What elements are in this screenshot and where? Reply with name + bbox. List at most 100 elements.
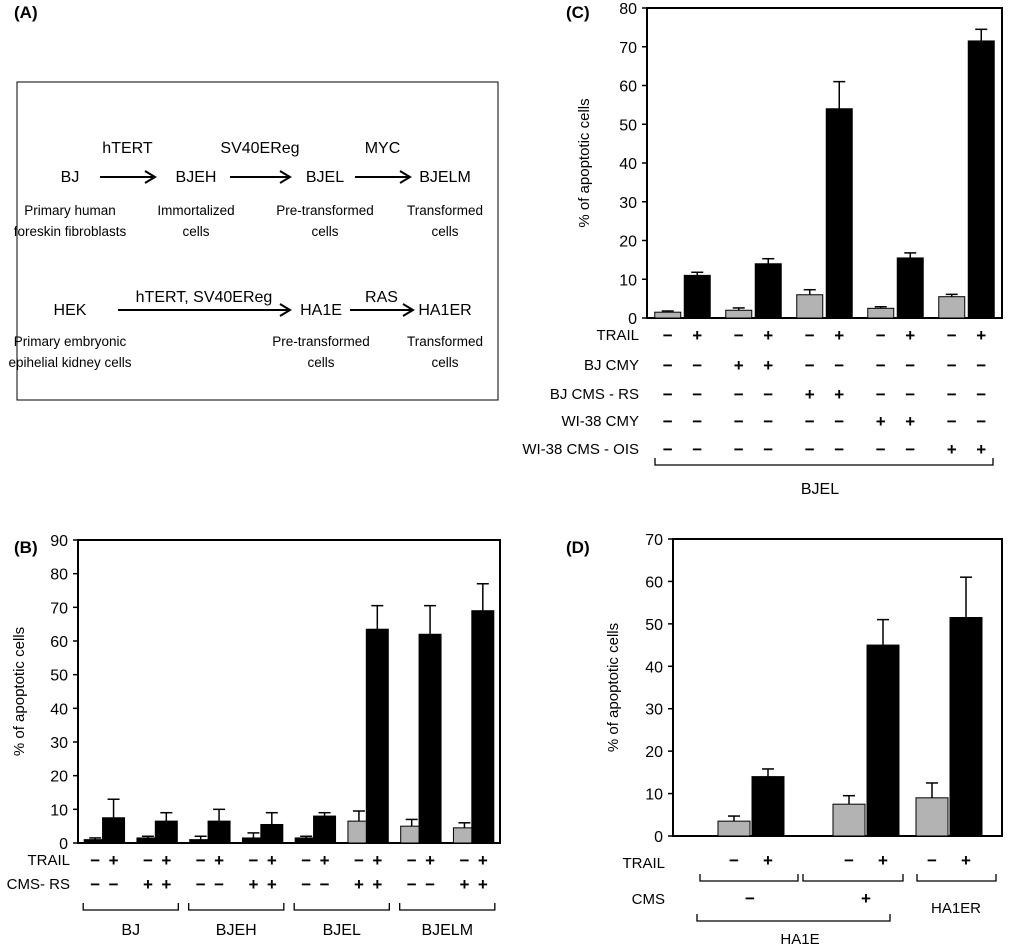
panel-c-sign: − bbox=[805, 412, 815, 431]
panel-c-ytick-label: 40 bbox=[619, 156, 637, 173]
desc-row1-1-line2: cells bbox=[182, 224, 209, 239]
panel-b-plot-frame bbox=[77, 539, 501, 844]
panel-c-sign: − bbox=[663, 326, 673, 345]
panel-b-sign: + bbox=[267, 851, 277, 870]
panel-c-bar bbox=[825, 108, 853, 319]
desc-row2-2-line1: Transformed bbox=[407, 334, 483, 349]
panel-b-sign: − bbox=[301, 875, 311, 894]
panel-c-sign: − bbox=[905, 356, 915, 375]
panel-c-bar bbox=[967, 40, 995, 319]
panel-b-bar bbox=[471, 610, 495, 844]
panel-b-group-label: BJEH bbox=[216, 922, 257, 939]
panel-b-group-bracket bbox=[293, 903, 390, 911]
panel-c-bar bbox=[683, 274, 711, 319]
panel-c-sign: − bbox=[876, 440, 886, 459]
panel-b-ytick-label: 40 bbox=[50, 701, 68, 718]
panel-b-group-bracket bbox=[188, 903, 285, 911]
panel-c-sign: − bbox=[947, 356, 957, 375]
panel-b-cond-label: CMS- RS bbox=[7, 876, 70, 893]
panel-c-group-label: BJEL bbox=[801, 481, 839, 498]
panel-d-sign: + bbox=[961, 851, 971, 870]
panel-c-sign: − bbox=[692, 385, 702, 404]
panel-b-sign: − bbox=[214, 875, 224, 894]
panel-c-sign: − bbox=[876, 356, 886, 375]
panel-c-sign: − bbox=[763, 440, 773, 459]
panel-c-cond-label: BJ CMY bbox=[584, 357, 639, 374]
panel-b-ytick-label: 80 bbox=[50, 567, 68, 584]
arrow-2-head bbox=[279, 170, 292, 184]
panel-d-bar bbox=[866, 644, 900, 837]
panel-c-ytick-label: 80 bbox=[619, 1, 637, 18]
arrow-label-htert: hTERT bbox=[102, 140, 153, 157]
panel-d-ytick-label: 20 bbox=[645, 744, 663, 761]
arrow-r2-2-head bbox=[402, 303, 415, 317]
desc-row1-3-line2: cells bbox=[431, 224, 458, 239]
node-ha1e: HA1E bbox=[300, 302, 342, 319]
panel-d-cms-sign: + bbox=[861, 889, 871, 908]
panel-c-sign: + bbox=[763, 326, 773, 345]
panel-b-ytick-label: 20 bbox=[50, 769, 68, 786]
panel-d-cms-sign: − bbox=[745, 889, 755, 908]
panel-c-cond-label: WI-38 CMY bbox=[561, 413, 639, 430]
panel-a-box bbox=[16, 81, 499, 401]
panel-c-sign: + bbox=[976, 326, 986, 345]
panel-c-ytick-label: 50 bbox=[619, 117, 637, 134]
node-bj: BJ bbox=[61, 169, 80, 186]
desc-row1-1-line1: Immortalized bbox=[157, 203, 234, 218]
panel-b-group-bracket bbox=[82, 903, 179, 911]
desc-row1-2-line1: Pre-transformed bbox=[276, 203, 374, 218]
panel-b-group-label: BJ bbox=[121, 922, 140, 939]
panel-c-bar bbox=[754, 263, 782, 319]
panel-c-sign: − bbox=[976, 412, 986, 431]
panel-d-ytick-label: 40 bbox=[645, 659, 663, 676]
panel-b-ytick-label: 0 bbox=[59, 836, 68, 853]
desc-row2-0-line2: epihelial kidney cells bbox=[8, 355, 131, 370]
panel-b-bar bbox=[313, 815, 337, 844]
desc-row1-3-line1: Transformed bbox=[407, 203, 483, 218]
panel-c-chart: 0 10 20 30 40 50 60 70 80 % of apoptotic cells TRA… bbox=[522, 1, 1003, 498]
panel-b-sign: + bbox=[354, 875, 364, 894]
arrow-3-head bbox=[399, 170, 412, 184]
node-bjel: BJEL bbox=[306, 169, 344, 186]
panel-c-bar bbox=[725, 309, 753, 319]
panel-c-sign: − bbox=[947, 385, 957, 404]
panel-b-sign: + bbox=[161, 875, 171, 894]
panel-b-group-label: BJEL bbox=[323, 922, 361, 939]
panel-b-sign: + bbox=[214, 851, 224, 870]
node-hek: HEK bbox=[54, 302, 87, 319]
panel-b-ytick-label: 70 bbox=[50, 600, 68, 617]
panel-c-sign: + bbox=[734, 356, 744, 375]
panel-c-sign: − bbox=[805, 356, 815, 375]
panel-b-bar bbox=[207, 820, 231, 844]
panel-c-sign: − bbox=[905, 440, 915, 459]
panel-b-ytick-label: 30 bbox=[50, 735, 68, 752]
panel-d-ytick-label: 0 bbox=[654, 829, 663, 846]
panel-d-sign: − bbox=[927, 851, 937, 870]
panel-b-sign: − bbox=[196, 875, 206, 894]
panel-b-sign: + bbox=[372, 875, 382, 894]
panel-c-sign: − bbox=[692, 412, 702, 431]
panel-d-bar bbox=[832, 803, 866, 837]
panel-b-label: (B) bbox=[14, 538, 38, 557]
panel-b-chart: 0 10 20 30 40 50 60 70 80 90 % of apoptotic cells T… bbox=[7, 533, 501, 939]
panel-a-label: (A) bbox=[14, 3, 38, 22]
panel-b-sign: − bbox=[90, 875, 100, 894]
desc-row2-1-line1: Pre-transformed bbox=[272, 334, 370, 349]
panel-d-bar bbox=[915, 797, 949, 837]
panel-c-sign: − bbox=[876, 385, 886, 404]
panel-b-sign: + bbox=[459, 875, 469, 894]
panel-d-pair-bracket bbox=[699, 874, 799, 882]
panel-c-group-bracket bbox=[654, 458, 994, 466]
panel-c-label: (C) bbox=[566, 3, 590, 22]
panel-d-trail-label: TRAIL bbox=[622, 855, 665, 872]
panel-c-sign: + bbox=[692, 326, 702, 345]
panel-b-sign: − bbox=[196, 851, 206, 870]
node-ha1er: HA1ER bbox=[418, 302, 471, 319]
panel-d-bar bbox=[717, 820, 751, 837]
panel-c-ytick-label: 10 bbox=[619, 272, 637, 289]
panel-c-ytick-label: 60 bbox=[619, 79, 637, 96]
panel-c-sign: + bbox=[876, 412, 886, 431]
panel-c-sign: − bbox=[692, 356, 702, 375]
panel-b-ytick-label: 10 bbox=[50, 802, 68, 819]
